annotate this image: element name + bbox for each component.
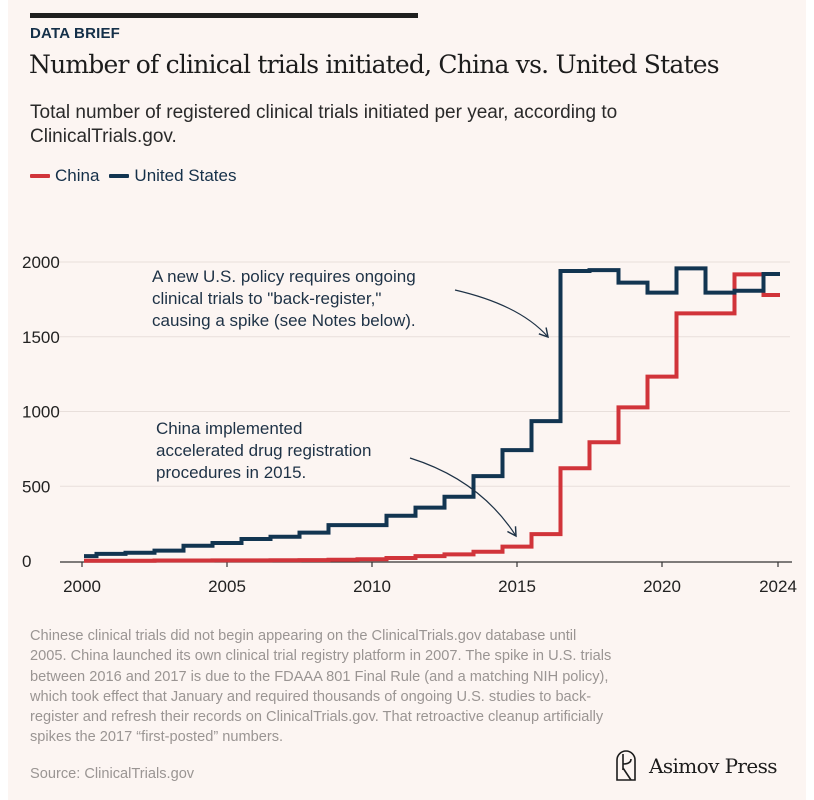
kicker: DATA BRIEF (30, 25, 121, 42)
asimov-logo-icon (616, 750, 636, 781)
source: Source: ClinicalTrials.gov (30, 766, 195, 782)
annotation-text: China implemented (156, 419, 302, 438)
top-rule (30, 13, 418, 18)
annotation-arrow (409, 457, 517, 538)
x-tick-label: 2000 (63, 577, 101, 596)
annotation-text: causing a spike (see Notes below). (152, 311, 416, 330)
x-tick-label: 2010 (353, 577, 391, 596)
legend-label: China (55, 166, 100, 185)
chart-subtitle: Total number of registered clinical tria… (30, 102, 618, 147)
y-tick-label: 1000 (22, 403, 60, 422)
annotation-text: clinical trials to "back-register," (152, 289, 381, 308)
annotation-arrow (454, 289, 549, 339)
legend: China United States (30, 166, 236, 186)
chart-panel: DATA BRIEF Number of clinical trials ini… (8, 0, 806, 800)
legend-swatch-china (30, 174, 50, 178)
brand-name: Asimov Press (649, 754, 778, 778)
x-tick-label: 2005 (208, 577, 246, 596)
notes: Chinese clinical trials did not begin ap… (30, 628, 612, 746)
y-tick-label: 2000 (22, 253, 60, 272)
legend-label: United States (134, 166, 237, 185)
series-line-united-states (84, 266, 780, 559)
x-tick-label: 2020 (643, 577, 681, 596)
y-tick-label: 500 (22, 477, 50, 496)
series-line-china (84, 272, 780, 563)
brand-logo: Asimov Press (615, 750, 778, 782)
annotation-text: accelerated drug registration (156, 441, 371, 460)
annotation-text: procedures in 2015. (156, 463, 306, 482)
legend-item-us: United States (109, 166, 236, 186)
y-tick-label: 0 (22, 552, 31, 571)
annotation-text: A new U.S. policy requires ongoing (152, 267, 416, 286)
x-tick-label: 2015 (498, 577, 536, 596)
y-tick-label: 1500 (22, 328, 60, 347)
legend-swatch-us (109, 174, 130, 178)
chart-title: Number of clinical trials initiated, Chi… (29, 50, 720, 79)
x-tick-label: 2024 (759, 577, 797, 596)
legend-item-china: China (30, 166, 99, 186)
